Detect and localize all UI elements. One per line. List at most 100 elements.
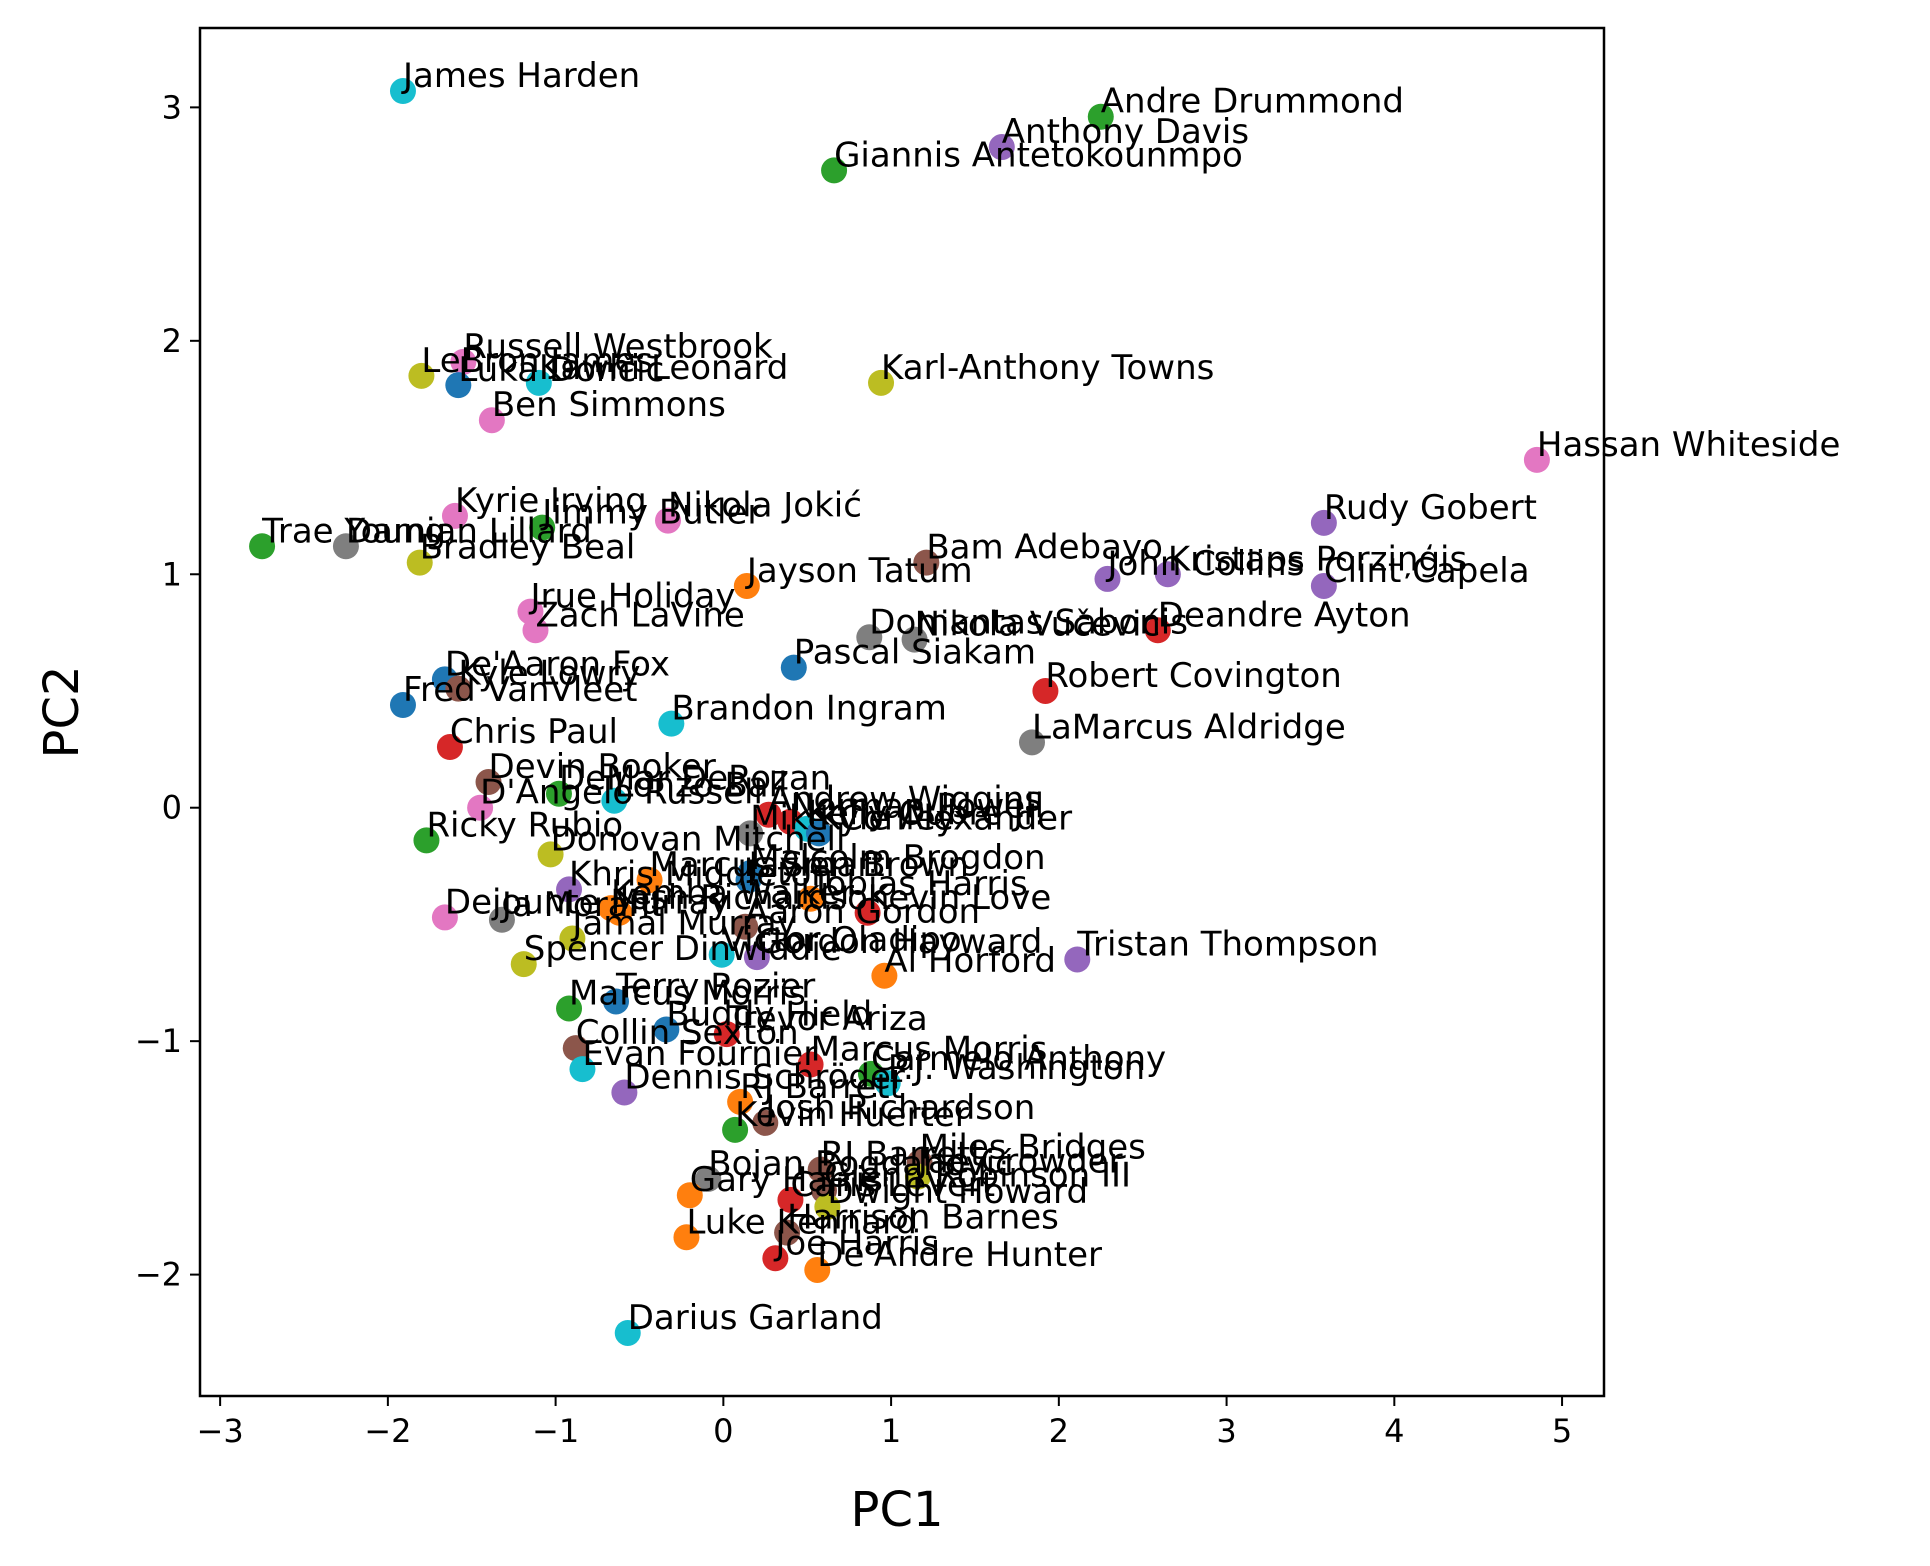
point-label: Caris LeVert [790,1165,995,1205]
data-point [389,691,416,718]
point-label: Hassan Whiteside [1537,425,1841,465]
point-label: Kevin Huerter [735,1095,969,1135]
x-axis: −3 −2 −1 0 1 2 3 4 5 [197,1396,1572,1450]
data-point [673,1224,700,1251]
data-point [695,1165,722,1192]
point-label: Fred VanVleet [403,670,638,710]
point-label: Josh Richardson [763,1088,1035,1128]
point-label: Kyle Lowry [458,654,640,694]
point-label: Ben Simmons [492,385,726,425]
point-label: Carmelo Anthony [871,1039,1166,1079]
point-label: Dennis Schröder [624,1058,905,1098]
data-point [249,533,276,560]
point-label: Kawhi Leonard [539,348,789,388]
point-label: DeMar DeRozan [559,759,831,799]
data-point [445,675,472,702]
data-point [569,1056,596,1083]
x-tick-label: 5 [1552,1412,1572,1450]
y-tick-label: −1 [135,1022,182,1060]
data-point [804,1256,831,1283]
point-label: John Collins [1105,544,1304,584]
point-label: Mike Conley [750,798,956,838]
data-point [913,549,940,576]
data-point [441,502,468,529]
points-layer [249,78,1550,1346]
data-point [737,860,764,887]
point-label: Ja Morant [500,885,664,925]
data-point [559,925,586,952]
data-point [988,134,1015,161]
data-point [522,617,549,644]
point-label: Marcus Morris [811,1030,1048,1070]
point-label: Andre Drummond [1101,82,1404,122]
data-point [1094,565,1121,592]
point-label: Domantas Sabonis [869,602,1188,642]
data-point [545,780,572,807]
x-tick-label: −1 [532,1412,579,1450]
data-point [450,348,477,375]
point-label: Jrue Holiday [528,577,735,617]
point-label: Devin Booker [489,747,716,787]
data-point [332,533,359,560]
point-label: Chris Paul [450,712,618,752]
point-label: D'Angelo Russell [480,773,763,813]
data-point [874,1070,901,1097]
point-label: RJ Barrett [740,1067,903,1107]
point-label: Kelly Oubre Jr. [807,794,1045,834]
point-label: Bojan Bogdanović [708,1144,1014,1184]
point-label: De'Andre Hunter [817,1235,1102,1275]
x-tick-label: 0 [713,1412,733,1450]
data-point [1064,946,1091,973]
point-label: Nikola Jokić [668,486,862,526]
point-label: LeBron James [421,341,653,381]
point-label: Deandre Ayton [1158,595,1411,635]
point-label: Donovan Mitchell [551,819,846,859]
point-label: Trevor Ariza [726,999,928,1039]
point-label: Josh Richardson [617,878,889,918]
data-point [814,1193,841,1220]
data-point [854,899,881,926]
data-point [510,951,537,978]
data-point [606,899,633,926]
data-point [1144,617,1171,644]
data-point [408,362,435,389]
point-label: Luke Kennard [686,1202,917,1242]
point-label: Jayson Tatum [745,551,973,591]
y-tick-label: −2 [135,1256,182,1294]
point-label: Al Horford [884,941,1056,981]
point-label: Miles Bridges [920,1128,1146,1168]
point-label: Pascal Siakam [794,633,1036,673]
data-point [762,1245,789,1272]
data-point [821,157,848,184]
data-point [636,867,663,894]
point-label: Dejounte Murray [445,882,730,922]
data-point [727,1088,754,1115]
point-label: Evan Fournier [582,1034,817,1074]
data-point [722,1116,749,1143]
data-point [752,1109,779,1136]
point-label: Nikola Vučević [915,605,1161,645]
data-point [676,1182,703,1209]
data-point [904,1163,931,1190]
data-point [601,787,628,814]
point-label: P.J. Washington [888,1048,1145,1088]
x-tick-label: −3 [197,1412,244,1450]
data-point [389,78,416,105]
data-point [537,841,564,868]
point-label: Kevin Love [868,878,1052,918]
point-label: Lonzo Ball [614,766,787,806]
point-label: Kyle Alexander [819,798,1072,838]
data-point [733,572,760,599]
data-point [797,1051,824,1078]
point-label: Tobias Harris [810,864,1028,904]
point-label: Norman Powell [790,787,1044,827]
x-tick-label: 3 [1216,1412,1236,1450]
data-point [737,820,764,847]
point-label: Harrison Barnes [787,1198,1059,1238]
point-label: Jae Crowder [916,1142,1123,1182]
y-axis: −2 −1 0 1 2 3 [135,88,200,1294]
point-label: De'Aaron Fox [445,644,670,684]
data-point [708,941,735,968]
data-point [556,876,583,903]
data-point [488,906,515,933]
